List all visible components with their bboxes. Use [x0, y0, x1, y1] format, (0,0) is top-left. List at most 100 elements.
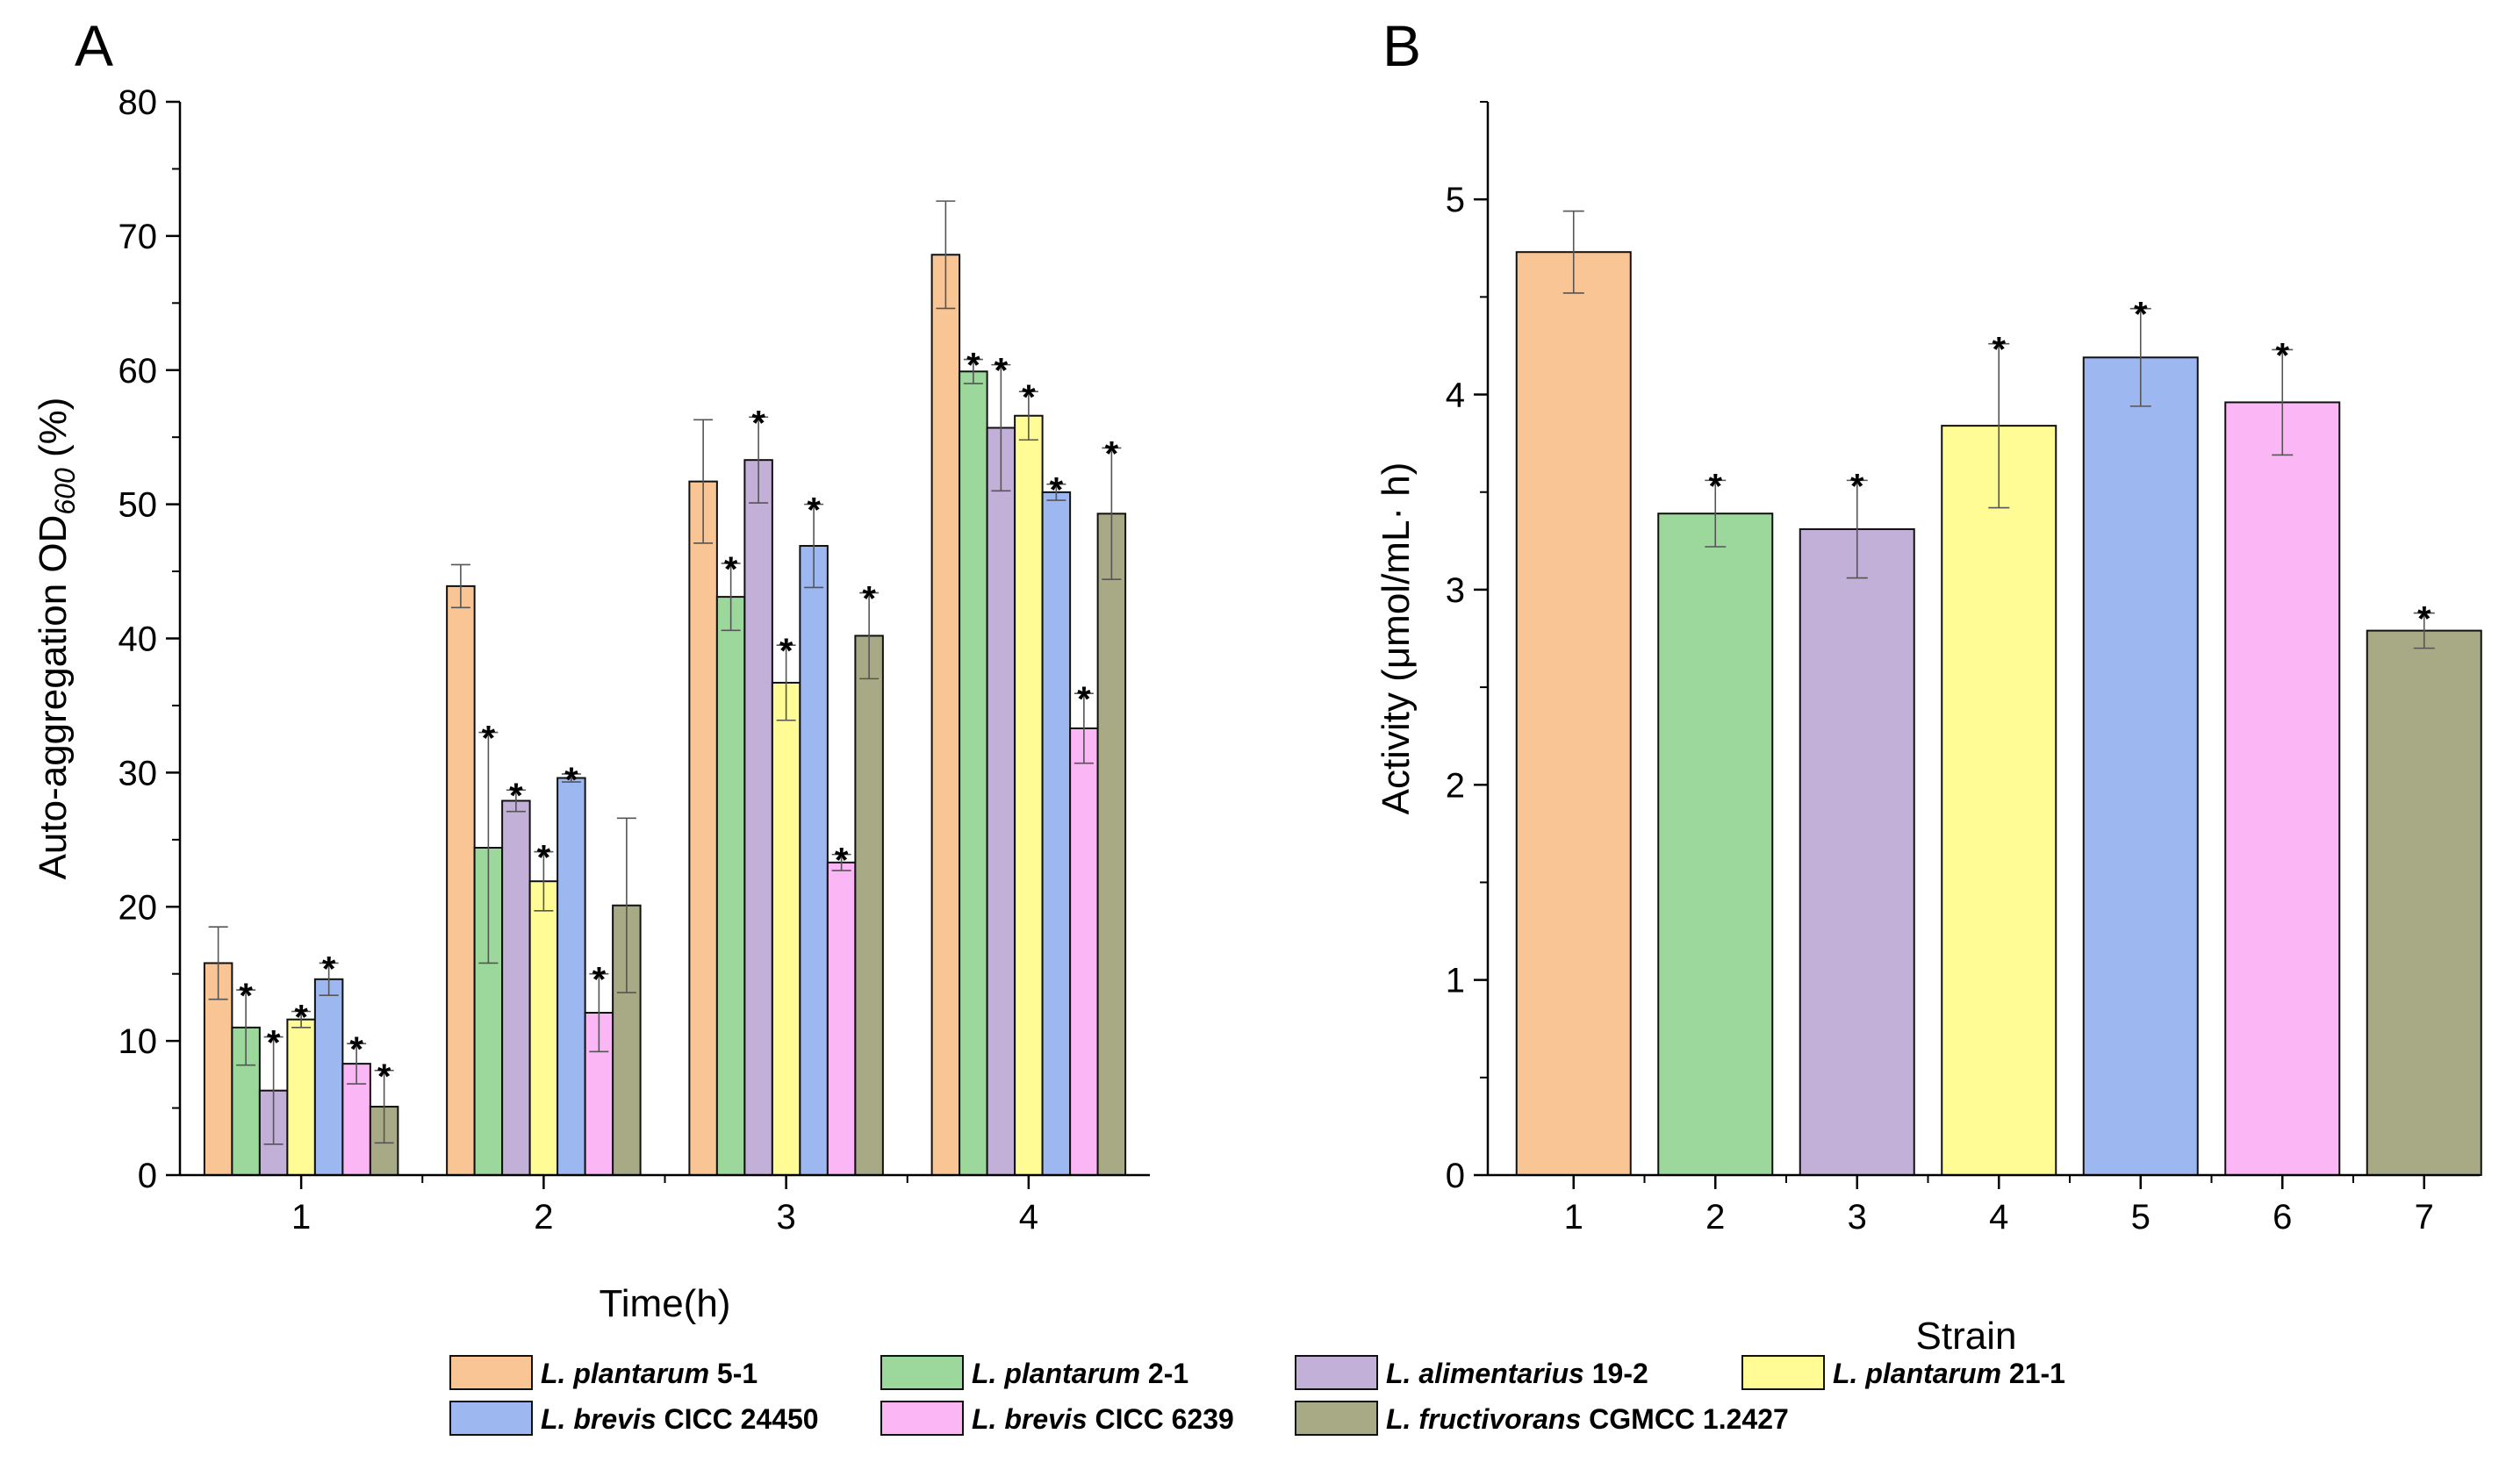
- y-tick-label: 80: [118, 83, 158, 122]
- panel-a-letter: A: [75, 13, 113, 78]
- legend-swatch: [1295, 1401, 1378, 1436]
- bar: [1041, 491, 1072, 1176]
- y-axis-title-main: Auto-aggregation OD: [32, 515, 75, 880]
- x-tick-label: 1: [291, 1198, 311, 1237]
- bar: [501, 799, 531, 1176]
- legend-strain-code: CICC 6239: [1095, 1403, 1234, 1435]
- significance-star: *: [2275, 336, 2289, 375]
- significance-star: *: [1708, 467, 1722, 505]
- significance-star: *: [322, 950, 336, 988]
- y-axis-title: Auto-aggregation OD600 (%): [32, 398, 81, 880]
- y-tick-label: 50: [118, 486, 158, 525]
- legend-spacer: [1088, 1403, 1095, 1435]
- bar: [854, 634, 884, 1176]
- bar: [826, 861, 857, 1177]
- bar: [930, 254, 961, 1177]
- bar: [959, 370, 988, 1176]
- legend-swatch: [449, 1401, 533, 1436]
- bar: [528, 880, 559, 1176]
- x-axis-title: Time(h): [600, 1282, 731, 1325]
- bar: [771, 681, 801, 1176]
- y-tick-label: 10: [118, 1022, 158, 1061]
- legend-label: L. brevis CICC 24450: [541, 1403, 819, 1435]
- legend-strain-code: 5-1: [717, 1358, 758, 1389]
- y-tick-label: 70: [118, 218, 158, 256]
- legend-strain-code: CGMCC 1.2427: [1589, 1403, 1789, 1435]
- legend-strain-code: 2-1: [1148, 1358, 1188, 1389]
- significance-star: *: [2134, 296, 2148, 334]
- bar: [286, 1018, 316, 1177]
- y-axis-title: Activity (μmol/mL· h): [1375, 462, 1418, 815]
- bar: [688, 480, 718, 1176]
- significance-star: *: [267, 1024, 281, 1063]
- legend-label: L. plantarum 2-1: [972, 1358, 1188, 1389]
- x-tick-label: 5: [2131, 1198, 2151, 1237]
- legend-species: L. plantarum: [972, 1358, 1140, 1389]
- legend-strain-code: CICC 24450: [664, 1403, 819, 1435]
- legend-label: L. fructivorans CGMCC 1.2427: [1386, 1403, 1789, 1435]
- legend-species: L. plantarum: [541, 1358, 709, 1389]
- significance-star: *: [349, 1030, 363, 1069]
- y-tick-label: 3: [1446, 571, 1465, 610]
- significance-star: *: [1992, 331, 2006, 369]
- legend-spacer: [657, 1403, 664, 1435]
- significance-star: *: [294, 998, 308, 1036]
- significance-star: *: [995, 352, 1009, 391]
- y-tick-label: 1: [1446, 962, 1465, 1000]
- x-tick-label: 6: [2273, 1198, 2292, 1237]
- significance-star: *: [509, 777, 523, 815]
- y-axis-title-unit: (%): [32, 398, 75, 469]
- y-tick-label: 5: [1446, 181, 1465, 219]
- bar: [1069, 727, 1099, 1177]
- legend: L. plantarum 5-1 L. plantarum 2-1 L. alime…: [449, 1355, 2065, 1436]
- y-tick-label: 2: [1446, 766, 1465, 805]
- legend-strain-code: 21-1: [2009, 1358, 2065, 1389]
- x-tick-label: 7: [2415, 1198, 2434, 1237]
- bar: [313, 978, 344, 1176]
- x-tick-label: 4: [1989, 1198, 2008, 1237]
- legend-swatch: [880, 1401, 964, 1436]
- bar: [986, 427, 1016, 1176]
- legend-spacer: [2001, 1358, 2009, 1389]
- significance-star: *: [966, 347, 980, 385]
- significance-star: *: [239, 977, 253, 1015]
- bar: [1515, 251, 1632, 1177]
- y-tick-label: 60: [118, 352, 158, 391]
- legend-spacer: [709, 1358, 717, 1389]
- legend-swatch: [1741, 1355, 1825, 1390]
- y-tick-label: 20: [118, 888, 158, 927]
- bar: [715, 596, 746, 1176]
- y-axis-title-subscript: 600: [49, 468, 81, 515]
- legend-species: L. alimentarius: [1386, 1358, 1584, 1389]
- bar: [2224, 401, 2341, 1176]
- significance-star: *: [1050, 471, 1064, 510]
- significance-star: *: [537, 839, 551, 878]
- y-tick-label: 40: [118, 620, 158, 659]
- significance-star: *: [835, 842, 849, 880]
- significance-star: *: [807, 491, 821, 530]
- legend-swatch: [880, 1355, 964, 1390]
- legend-species: L. brevis: [541, 1403, 657, 1435]
- legend-spacer: [1584, 1358, 1592, 1389]
- significance-star: *: [592, 961, 607, 1000]
- bar: [1014, 414, 1044, 1177]
- significance-star: *: [564, 761, 578, 799]
- x-tick-label: 4: [1019, 1198, 1038, 1237]
- x-tick-label: 2: [534, 1198, 553, 1237]
- significance-star: *: [1077, 680, 1091, 719]
- legend-strain-code: 19-2: [1592, 1358, 1648, 1389]
- x-tick-label: 1: [1564, 1198, 1583, 1237]
- significance-star: *: [1105, 434, 1119, 473]
- significance-star: *: [779, 632, 793, 670]
- bar: [2366, 629, 2482, 1176]
- bar: [556, 777, 586, 1176]
- significance-star: *: [2417, 600, 2431, 639]
- x-tick-label: 3: [1848, 1198, 1867, 1237]
- panel-b-chart: 1 * 2 * 3 * 4 * 5 * 6 * 7 0 1 2 3 4 5 Strain Activity (μmol/…: [1375, 101, 2482, 1358]
- bar: [1799, 527, 1915, 1176]
- bar: [446, 584, 476, 1176]
- legend-label: L. brevis CICC 6239: [972, 1403, 1234, 1435]
- significance-star: *: [1850, 467, 1864, 505]
- bar: [1096, 513, 1127, 1176]
